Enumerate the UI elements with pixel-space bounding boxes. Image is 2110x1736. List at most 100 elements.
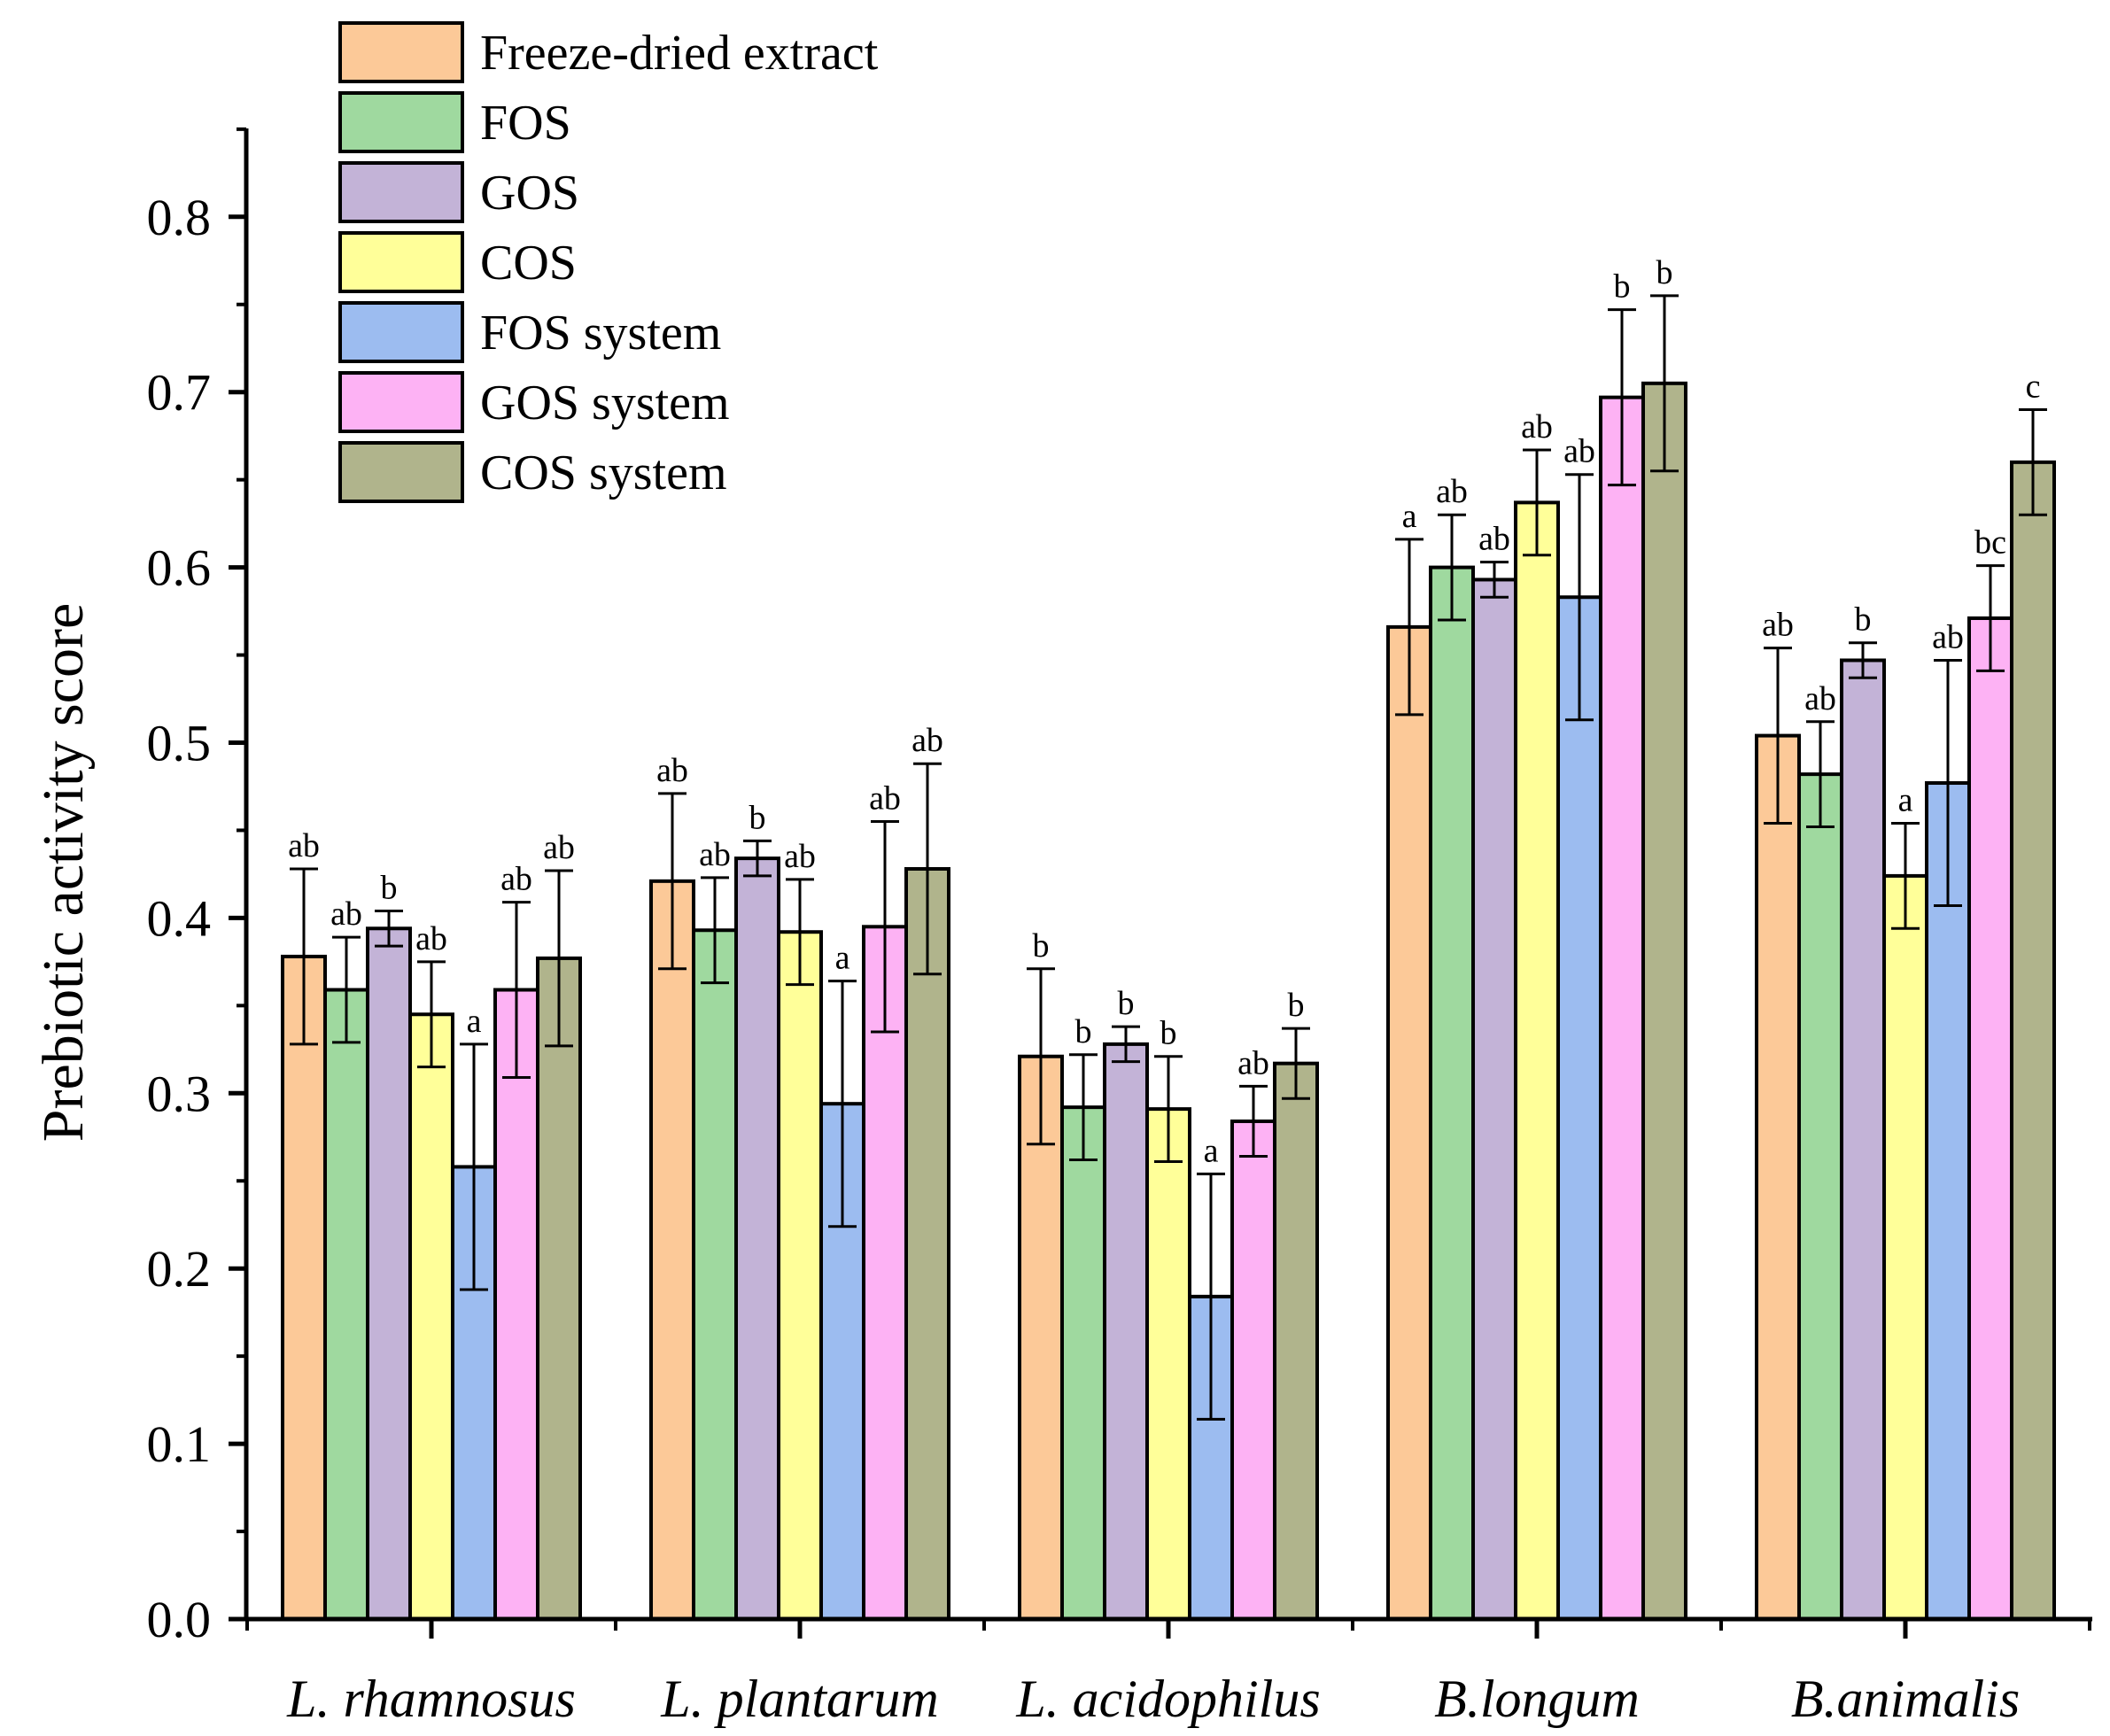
legend-swatch-gos (338, 161, 464, 223)
error-bar-b-longum-fos-system (1565, 473, 1594, 722)
error-bar-l-rhamnosus-cos-system (545, 869, 573, 1048)
significance-label-b-animalis-freeze-dried-extract: ab (1762, 607, 1794, 644)
bars-layer (281, 381, 2056, 1622)
error-bar-l-acidophilus-gos-system (1239, 1084, 1268, 1159)
error-bar-l-plantarum-gos (743, 839, 772, 878)
error-bar-l-rhamnosus-cos (417, 960, 446, 1069)
significance-label-l-rhamnosus-cos: ab (415, 920, 447, 957)
error-bar-l-acidophilus-cos-system (1282, 1027, 1310, 1100)
error-bar-l-plantarum-cos (786, 878, 814, 987)
bar-l-rhamnosus-freeze-dried-extract (281, 954, 327, 1621)
error-bar-l-acidophilus-freeze-dried-extract (1027, 967, 1055, 1146)
bar-l-plantarum-cos-system (904, 866, 950, 1621)
significance-label-l-plantarum-gos: b (749, 799, 766, 836)
legend-swatch-cos-system (338, 441, 464, 503)
significance-label-b-longum-fos: ab (1436, 473, 1468, 510)
legend-swatch-cos (338, 231, 464, 293)
bar-l-rhamnosus-cos-system (536, 956, 582, 1621)
bar-l-rhamnosus-fos (323, 988, 369, 1621)
bar-l-plantarum-gos (734, 856, 780, 1621)
bar-b-longum-cos (1514, 500, 1560, 1622)
bar-b-animalis-cos-system (2010, 460, 2056, 1621)
error-bar-l-plantarum-fos (701, 876, 729, 985)
significance-label-b-animalis-fos-system: ab (1932, 618, 1964, 655)
error-bar-b-animalis-fos-system (1934, 658, 1962, 908)
error-bar-l-rhamnosus-gos (375, 909, 403, 948)
error-bar-l-rhamnosus-fos-system (460, 1042, 488, 1291)
legend-swatch-fos-system (338, 301, 464, 363)
error-bar-l-acidophilus-fos-system (1197, 1172, 1225, 1421)
legend-label-fos: FOS (480, 96, 571, 151)
legend-swatch-freeze-dried-extract (338, 21, 464, 83)
bar-l-acidophilus-freeze-dried-extract (1018, 1054, 1064, 1621)
significance-label-l-rhamnosus-freeze-dried-extract: ab (288, 827, 320, 864)
legend-swatch-gos-system (338, 371, 464, 433)
error-bar-b-longum-gos-system (1608, 308, 1636, 487)
bar-b-longum-freeze-dried-extract (1386, 624, 1432, 1621)
error-bar-b-animalis-gos (1849, 641, 1877, 679)
bar-b-animalis-gos (1840, 658, 1886, 1621)
significance-label-l-rhamnosus-fos: ab (330, 895, 362, 933)
y-tick-label: 0.6 (147, 539, 212, 597)
bar-b-longum-fos-system (1556, 595, 1602, 1621)
significance-label-b-animalis-cos: a (1898, 782, 1913, 819)
significance-label-l-acidophilus-cos: b (1160, 1015, 1177, 1052)
axes-layer: 0.0 0.1 0.2 0.3 0.4 0.5 0.6 0.7 0.8 L. rhamnosus L… (31, 127, 2092, 1728)
significance-label-b-longum-gos: ab (1478, 521, 1510, 558)
significance-label-b-longum-freeze-dried-extract: a (1402, 498, 1417, 535)
bar-l-acidophilus-fos (1060, 1105, 1106, 1621)
y-tick-label: 0.0 (147, 1591, 212, 1648)
legend-label-freeze-dried-extract: Freeze-dried extract (480, 26, 879, 81)
legend-label-fos-system: FOS system (480, 306, 721, 360)
significance-label-l-plantarum-freeze-dried-extract: ab (656, 752, 688, 789)
error-bar-b-animalis-fos (1806, 720, 1835, 828)
error-bar-l-acidophilus-gos (1112, 1025, 1140, 1064)
significance-label-l-acidophilus-cos-system: b (1288, 987, 1305, 1024)
significance-label-l-rhamnosus-cos-system: ab (543, 829, 575, 866)
significance-label-l-acidophilus-fos-system: a (1204, 1132, 1219, 1169)
bar-l-acidophilus-cos-system (1273, 1061, 1319, 1621)
bar-b-longum-cos-system (1641, 381, 1687, 1621)
error-bar-b-animalis-cos (1891, 822, 1920, 930)
significance-label-b-longum-cos: ab (1521, 408, 1553, 446)
y-tick-label: 0.5 (147, 715, 212, 772)
significance-label-l-plantarum-cos: ab (784, 838, 816, 875)
bar-b-animalis-freeze-dried-extract (1755, 733, 1801, 1621)
significance-label-l-acidophilus-gos-system: ab (1237, 1044, 1269, 1081)
significance-label-l-plantarum-gos-system: ab (869, 780, 901, 818)
bar-b-animalis-fos-system (1925, 781, 1971, 1621)
error-bar-l-rhamnosus-fos (332, 935, 361, 1044)
error-bar-b-animalis-cos-system (2019, 407, 2047, 516)
bar-l-acidophilus-cos (1145, 1107, 1191, 1621)
bar-b-longum-gos-system (1599, 395, 1645, 1622)
significance-label-l-rhamnosus-gos-system: ab (500, 861, 532, 898)
error-bar-l-acidophilus-fos (1069, 1053, 1098, 1162)
significance-label-l-rhamnosus-gos: b (381, 869, 398, 906)
significance-labels-layer: ababbabaababababbabaababbbbbaabbaabababa… (288, 254, 2040, 1169)
bar-b-animalis-gos-system (1967, 616, 2013, 1622)
legend-swatch-fos (338, 91, 464, 153)
significance-label-l-plantarum-fos-system: a (835, 940, 850, 977)
significance-label-b-animalis-gos-system: bc (1974, 524, 2006, 562)
bar-l-rhamnosus-cos (408, 1012, 454, 1621)
error-bar-l-rhamnosus-freeze-dried-extract (290, 867, 318, 1046)
error-bars-layer (290, 294, 2047, 1421)
y-tick-label: 0.2 (147, 1240, 212, 1298)
bar-b-longum-gos (1471, 577, 1517, 1621)
x-category-label: B.animalis (1791, 1670, 2020, 1728)
bar-l-acidophilus-gos (1103, 1042, 1149, 1621)
error-bar-b-longum-cos-system (1650, 294, 1679, 473)
bar-l-plantarum-freeze-dried-extract (649, 879, 695, 1621)
error-bar-b-longum-cos (1523, 448, 1551, 557)
significance-label-l-acidophilus-freeze-dried-extract: b (1033, 927, 1050, 965)
error-bar-l-plantarum-fos-system (828, 980, 857, 1228)
legend: Freeze-dried extract FOS GOS COS FOS system G… (338, 21, 879, 503)
error-bar-b-longum-gos (1480, 561, 1509, 599)
error-bar-b-animalis-gos-system (1976, 564, 2005, 672)
significance-label-l-acidophilus-fos: b (1075, 1013, 1092, 1050)
bar-l-rhamnosus-gos (366, 926, 412, 1622)
legend-label-cos-system: COS system (480, 446, 727, 500)
y-tick-label: 0.8 (147, 189, 212, 246)
error-bar-b-longum-freeze-dried-extract (1395, 538, 1423, 717)
